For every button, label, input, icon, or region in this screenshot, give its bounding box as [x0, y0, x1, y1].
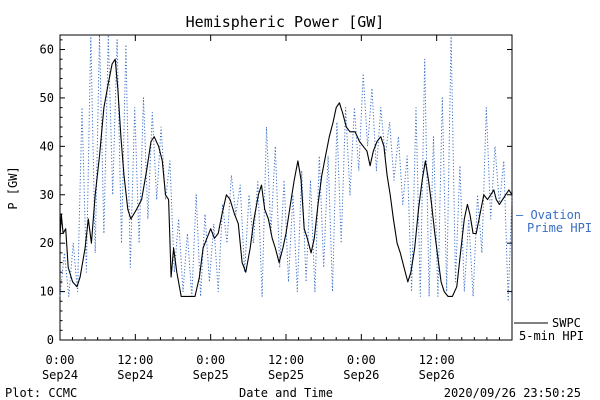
legend-ovation-line1: — Ovation	[516, 208, 581, 222]
legend-swpc: SWPC 5-min HPI	[514, 316, 584, 343]
footer-x-axis-label: Date and Time	[239, 386, 333, 400]
legend-ovation-line2: Prime HPI	[527, 221, 592, 235]
x-tick-time-label: 12:00	[117, 353, 153, 367]
x-tick-date-label: Sep25	[268, 368, 304, 382]
x-tick-time-label: 0:00	[347, 353, 376, 367]
series-layer	[59, 34, 513, 302]
y-tick-label: 20	[40, 236, 54, 250]
y-axis-ticks: 0 10 20 30 40 50 60	[40, 39, 512, 347]
y-tick-label: 30	[40, 188, 54, 202]
footer-timestamp: 2020/09/26 23:50:25	[444, 386, 581, 400]
y-tick-label: 0	[47, 333, 54, 347]
legend-swpc-line2: 5-min HPI	[519, 329, 584, 343]
x-axis-ticks: 0:00Sep2412:00Sep240:00Sep2512:00Sep250:…	[42, 35, 500, 382]
x-tick-date-label: Sep24	[42, 368, 78, 382]
series-line-ovation-prime	[59, 34, 513, 302]
x-tick-time-label: 0:00	[196, 353, 225, 367]
x-tick-time-label: 0:00	[46, 353, 75, 367]
footer-plot-credit: Plot: CCMC	[5, 386, 77, 400]
x-tick-date-label: Sep24	[117, 368, 153, 382]
y-tick-label: 60	[40, 43, 54, 57]
y-tick-label: 50	[40, 91, 54, 105]
y-tick-label: 40	[40, 139, 54, 153]
series-line-swpc	[59, 58, 513, 297]
x-tick-time-label: 12:00	[419, 353, 455, 367]
y-tick-label: 10	[40, 285, 54, 299]
x-tick-date-label: Sep26	[343, 368, 379, 382]
legend-swpc-line1: SWPC	[552, 316, 581, 330]
y-axis-label: P [GW]	[6, 166, 20, 209]
x-tick-date-label: Sep25	[193, 368, 229, 382]
x-tick-time-label: 12:00	[268, 353, 304, 367]
x-tick-date-label: Sep26	[419, 368, 455, 382]
chart-title: Hemispheric Power [GW]	[186, 13, 385, 31]
legend-ovation: — Ovation Prime HPI	[516, 208, 592, 235]
